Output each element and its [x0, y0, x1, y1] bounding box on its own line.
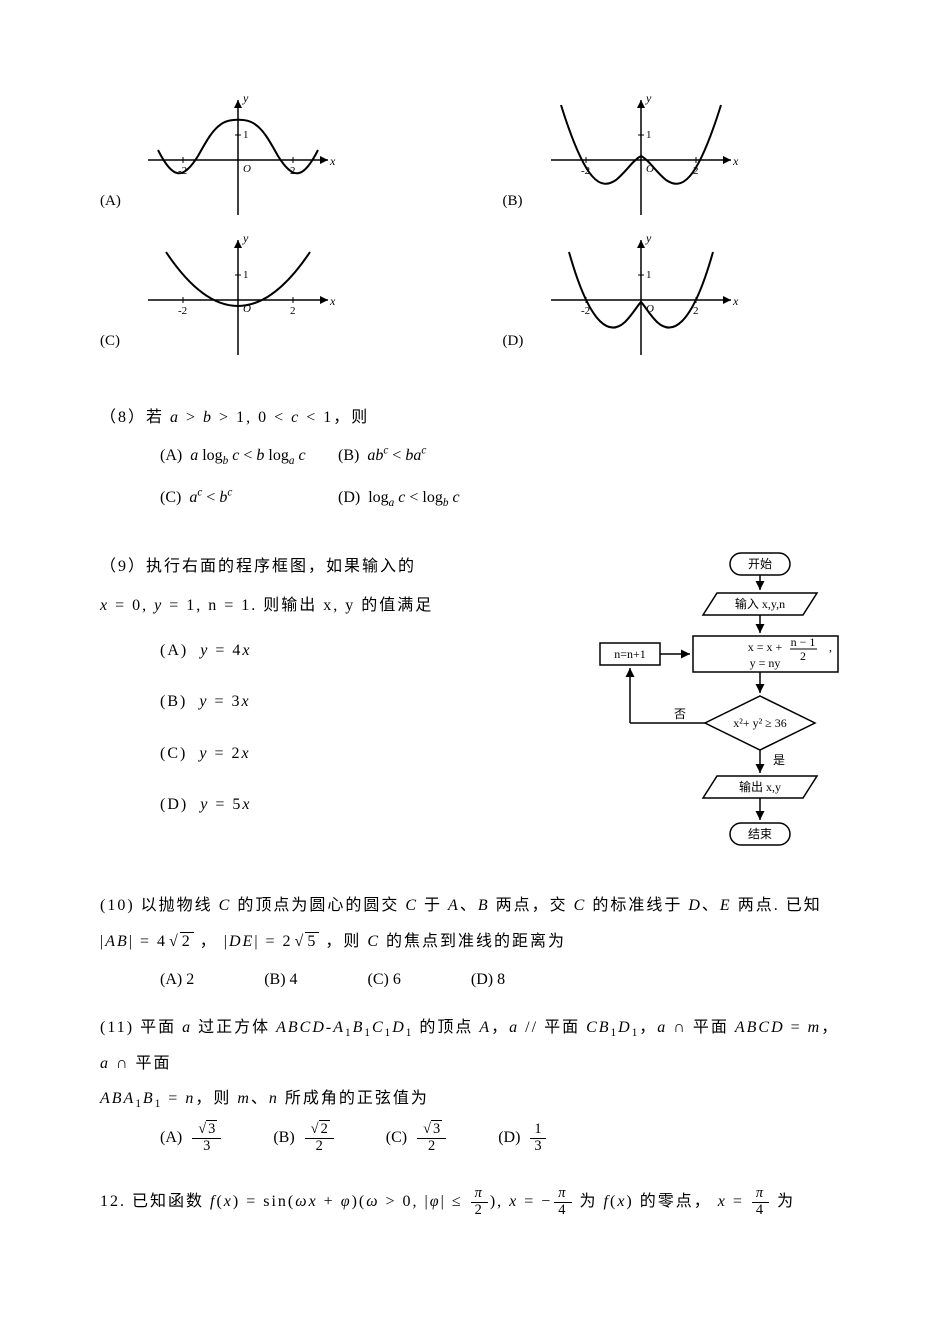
- question-12: 12. 已知函数 f(x) = sin(ωx + φ)(ω > 0, |φ| ≤…: [100, 1184, 845, 1219]
- flow-no: 否: [674, 707, 686, 721]
- svg-text:x: x: [732, 294, 739, 308]
- exam-page: (A) x y -2 2 1 O (B): [0, 0, 945, 1337]
- q11-stem1: (11) 平面 a 过正方体 ABCD-A1B1C1D1 的顶点 A，a // …: [100, 1010, 845, 1081]
- q11-options: (A) 33 (B) 22 (C) 32 (D) 13: [160, 1117, 845, 1159]
- flow-yes: 是: [773, 753, 785, 767]
- q9-options: (A) y = 4x (B) y = 3x (C) y = 2x (D) y =…: [160, 625, 565, 830]
- q10-options: (A) 2 (B) 4 (C) 6 (D) 8: [160, 959, 845, 1001]
- svg-text:1: 1: [646, 129, 652, 141]
- q11-opt-b: (B) 22: [273, 1117, 335, 1159]
- svg-text:x = x +: x = x +: [748, 640, 783, 654]
- q10-opt-c: (C) 6: [368, 959, 401, 1001]
- q8-opt-a: (A) a logb c < b loga c: [160, 435, 310, 477]
- flow-end: 结束: [748, 827, 772, 841]
- graph-label-d: (D): [503, 333, 533, 350]
- svg-text:x: x: [329, 294, 336, 308]
- q11-stem2: ABA1B1 = n，则 m、n 所成角的正弦值为: [100, 1081, 845, 1117]
- q9-stem-line2: x = 0, y = 1, n = 1. 则输出 x, y 的值满足: [100, 587, 565, 625]
- q9-opt-b: (B) y = 3x: [160, 676, 565, 727]
- q10-opt-d: (D) 8: [471, 959, 505, 1001]
- svg-text:2: 2: [693, 305, 699, 317]
- q9-opt-d: (D) y = 5x: [160, 779, 565, 830]
- question-9: （9）执行右面的程序框图，如果输入的 x = 0, y = 1, n = 1. …: [100, 548, 845, 878]
- graph-option-b: (B) x y -2 2 1 O: [503, 90, 846, 220]
- q12-stem: 12. 已知函数 f(x) = sin(ωx + φ)(ω > 0, |φ| ≤…: [100, 1184, 845, 1219]
- q8-opt-b: (B) abc < bac: [338, 435, 488, 477]
- q11-opt-d: (D) 13: [498, 1117, 547, 1159]
- graph-label-c: (C): [100, 333, 130, 350]
- q8-options-row1: (A) a logb c < b loga c (B) abc < bac: [160, 435, 845, 477]
- q9-stem-line1: （9）执行右面的程序框图，如果输入的: [100, 548, 565, 586]
- graph-options-grid: (A) x y -2 2 1 O (B): [100, 90, 845, 360]
- flow-start: 开始: [748, 557, 772, 571]
- flow-cond: x²+ y² ≥ 36: [733, 716, 787, 730]
- q8-options-row2: (C) ac < bc (D) loga c < logb c: [160, 477, 845, 519]
- question-11: (11) 平面 a 过正方体 ABCD-A1B1C1D1 的顶点 A，a // …: [100, 1010, 845, 1158]
- graph-label-b: (B): [503, 193, 533, 210]
- flow-output: 输出 x,y: [739, 779, 781, 794]
- svg-text:1: 1: [646, 269, 652, 281]
- graph-d-svg: x y -2 2 1 O: [541, 230, 741, 360]
- q9-text: （9）执行右面的程序框图，如果输入的 x = 0, y = 1, n = 1. …: [100, 548, 565, 830]
- question-10: (10) 以抛物线 C 的顶点为圆心的圆交 C 于 A、B 两点，交 C 的标准…: [100, 888, 845, 1000]
- svg-text:1: 1: [243, 269, 249, 281]
- q10-stem2: |AB| = 42 ， |DE| = 25 ，则 C 的焦点到准线的距离为: [100, 924, 845, 959]
- q8-stem: （8）若 a > b > 1, 0 < c < 1，则: [100, 400, 845, 435]
- svg-text:y: y: [645, 231, 652, 245]
- graph-option-a: (A) x y -2 2 1 O: [100, 90, 443, 220]
- svg-text:x: x: [732, 154, 739, 168]
- tick-one: 1: [243, 129, 249, 141]
- flowchart-svg: 开始 输入 x,y,n x = x + n − 1 2 , y = ny n=n…: [585, 548, 845, 878]
- graph-option-d: (D) x y -2 2 1 O: [503, 230, 846, 360]
- flow-input: 输入 x,y,n: [735, 596, 785, 611]
- svg-text:n − 1: n − 1: [791, 635, 816, 649]
- q10-opt-b: (B) 4: [264, 959, 297, 1001]
- svg-text:y = ny: y = ny: [750, 656, 781, 670]
- q8-opt-c: (C) ac < bc: [160, 477, 310, 519]
- q9-opt-c: (C) y = 2x: [160, 728, 565, 779]
- q8-opt-d: (D) loga c < logb c: [338, 477, 488, 519]
- graph-label-a: (A): [100, 193, 130, 210]
- q11-opt-c: (C) 32: [386, 1117, 448, 1159]
- q10-opt-a: (A) 2: [160, 959, 194, 1001]
- graph-b-svg: x y -2 2 1 O: [541, 90, 741, 220]
- origin-label: O: [243, 163, 251, 175]
- q11-opt-a: (A) 33: [160, 1117, 223, 1159]
- graph-option-c: (C) x y -2 2 1 O: [100, 230, 443, 360]
- q10-stem1: (10) 以抛物线 C 的顶点为圆心的圆交 C 于 A、B 两点，交 C 的标准…: [100, 888, 845, 923]
- graph-c-svg: x y -2 2 1 O: [138, 230, 338, 360]
- svg-text:,: ,: [829, 640, 832, 654]
- svg-text:y: y: [645, 91, 652, 105]
- graph-a-svg: x y -2 2 1 O: [138, 90, 338, 220]
- flow-inc: n=n+1: [614, 647, 646, 661]
- svg-text:2: 2: [290, 305, 296, 317]
- svg-text:-2: -2: [178, 305, 187, 317]
- question-8: （8）若 a > b > 1, 0 < c < 1，则 (A) a logb c…: [100, 400, 845, 518]
- axis-y-label: y: [242, 91, 249, 105]
- axis-x-label: x: [329, 154, 336, 168]
- q9-opt-a: (A) y = 4x: [160, 625, 565, 676]
- svg-text:2: 2: [800, 649, 806, 663]
- svg-text:y: y: [242, 231, 249, 245]
